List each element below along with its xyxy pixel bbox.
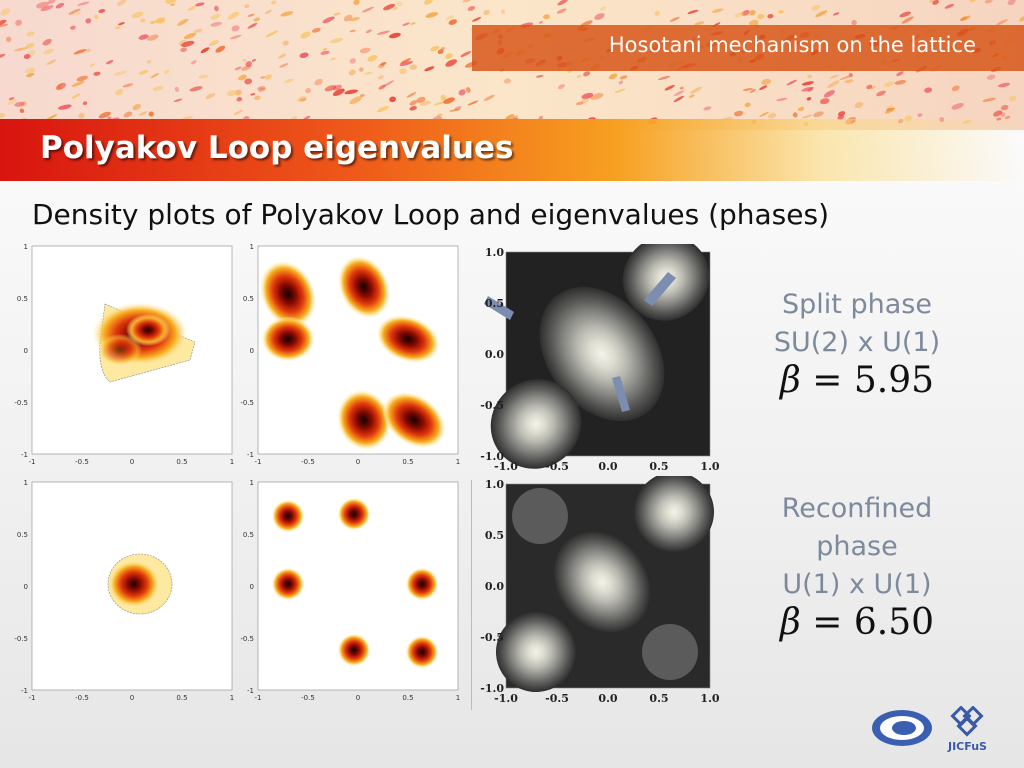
x-tick-label: -1 <box>255 694 262 702</box>
x-tick-label: -0.5 <box>301 458 315 466</box>
y-tick-label: 1.0 <box>485 478 504 491</box>
phase-label-split: Split phase SU(2) x U(1) β = 5.95 <box>752 286 962 400</box>
x-tick-label: 1 <box>230 458 234 466</box>
slide-subtitle: Density plots of Polyakov Loop and eigen… <box>32 198 830 231</box>
y-tick-label: -1 <box>21 687 28 695</box>
y-tick-label: 1 <box>24 243 28 251</box>
x-tick-label: -0.5 <box>301 694 315 702</box>
y-tick-label: 0.5 <box>17 531 28 539</box>
x-tick-label: 1.0 <box>700 460 719 473</box>
y-tick-label: 0.5 <box>485 529 504 542</box>
y-tick-label: -0.5 <box>14 399 28 407</box>
x-tick-label: 0.5 <box>176 694 187 702</box>
x-tick-label: -1.0 <box>494 692 518 705</box>
y-tick-label: 1.0 <box>485 246 504 259</box>
x-tick-label: 0.5 <box>649 692 668 705</box>
x-tick-label: 0.0 <box>598 460 617 473</box>
y-tick-label: 0 <box>24 583 28 591</box>
y-tick-label: 1 <box>250 479 254 487</box>
x-tick-label: -0.5 <box>545 460 569 473</box>
density-plot-reconfined-eigen: 1 0.5 0 -0.5 -1 -1 -0.5 0 0.5 1 <box>236 478 464 706</box>
x-tick-label: 0 <box>130 458 134 466</box>
y-tick-label: -0.5 <box>14 635 28 643</box>
y-tick-label: 0.5 <box>243 295 254 303</box>
x-tick-label: 1.0 <box>700 692 719 705</box>
y-tick-label: 0.0 <box>485 348 504 361</box>
phase-label-reconfined: Reconfined phase U(1) x U(1) β = 6.50 <box>752 490 962 642</box>
y-tick-label: 0.5 <box>485 297 504 310</box>
y-tick-label: -1.0 <box>480 682 504 695</box>
header-tagline: Hosotani mechanism on the lattice <box>608 33 976 57</box>
y-tick-label: 0 <box>24 347 28 355</box>
density-plot-split-eigen: 1 0.5 0 -0.5 -1 -1 -0.5 0 0.5 1 <box>236 242 464 470</box>
x-tick-label: 0 <box>356 458 360 466</box>
contour-plot-split: 1.0 0.5 0.0 -0.5 -1.0 -1.0 -0.5 0.0 0.5 1.0 <box>470 244 720 476</box>
x-tick-label: -1 <box>29 458 36 466</box>
y-tick-label: 0 <box>250 583 254 591</box>
y-tick-label: 0.5 <box>243 531 254 539</box>
x-tick-label: 0.5 <box>176 458 187 466</box>
institution-logo <box>872 710 932 746</box>
x-tick-label: 0 <box>356 694 360 702</box>
x-tick-label: 1 <box>456 694 460 702</box>
phase-name: Split phase <box>782 289 932 320</box>
y-tick-label: -1 <box>247 451 254 459</box>
x-tick-label: 0 <box>130 694 134 702</box>
phase-group: SU(2) x U(1) <box>773 327 941 358</box>
x-tick-label: -1.0 <box>494 460 518 473</box>
header-tagline-box: Hosotani mechanism on the lattice <box>472 25 1024 71</box>
contour-plot-reconfined: 1.0 0.5 0.0 -0.5 -1.0 -1.0 -0.5 0.0 0.5 1.0 <box>470 476 720 708</box>
jicfus-logo-text: JICFuS <box>948 740 987 753</box>
y-tick-label: -0.5 <box>480 631 504 644</box>
x-tick-label: -0.5 <box>545 692 569 705</box>
y-tick-label: -1 <box>247 687 254 695</box>
x-tick-label: 1 <box>230 694 234 702</box>
x-tick-label: -1 <box>29 694 36 702</box>
y-tick-label: -1 <box>21 451 28 459</box>
x-tick-label: -0.5 <box>75 458 89 466</box>
x-tick-label: 1 <box>456 458 460 466</box>
slide-title: Polyakov Loop eigenvalues <box>40 130 514 166</box>
x-tick-label: 0.5 <box>402 694 413 702</box>
phase-name-cont: phase <box>816 531 898 562</box>
phase-name: Reconfined <box>781 493 933 524</box>
y-tick-label: 0 <box>250 347 254 355</box>
title-band: Polyakov Loop eigenvalues <box>0 119 1024 181</box>
y-tick-label: 1 <box>24 479 28 487</box>
y-tick-label: 0.5 <box>17 295 28 303</box>
x-tick-label: 0.5 <box>402 458 413 466</box>
beta-value: β = 6.50 <box>779 602 935 643</box>
y-tick-label: -0.5 <box>240 399 254 407</box>
density-plot-split-single: 1 0.5 0 -0.5 -1 -1 -0.5 0 0.5 1 <box>10 242 238 470</box>
y-tick-label: -1.0 <box>480 450 504 463</box>
phase-group: U(1) x U(1) <box>782 569 932 600</box>
x-tick-label: 0.5 <box>649 460 668 473</box>
y-tick-label: -0.5 <box>240 635 254 643</box>
x-tick-label: -1 <box>255 458 262 466</box>
density-plot-reconfined-single: 1 0.5 0 -0.5 -1 -1 -0.5 0 0.5 1 <box>10 478 238 706</box>
x-tick-label: -0.5 <box>75 694 89 702</box>
beta-value: β = 5.95 <box>779 360 935 401</box>
y-tick-label: 0.0 <box>485 580 504 593</box>
y-tick-label: 1 <box>250 243 254 251</box>
x-tick-label: 0.0 <box>598 692 617 705</box>
jicfus-logo <box>950 706 984 737</box>
y-tick-label: -0.5 <box>480 399 504 412</box>
panel-divider <box>471 480 472 710</box>
